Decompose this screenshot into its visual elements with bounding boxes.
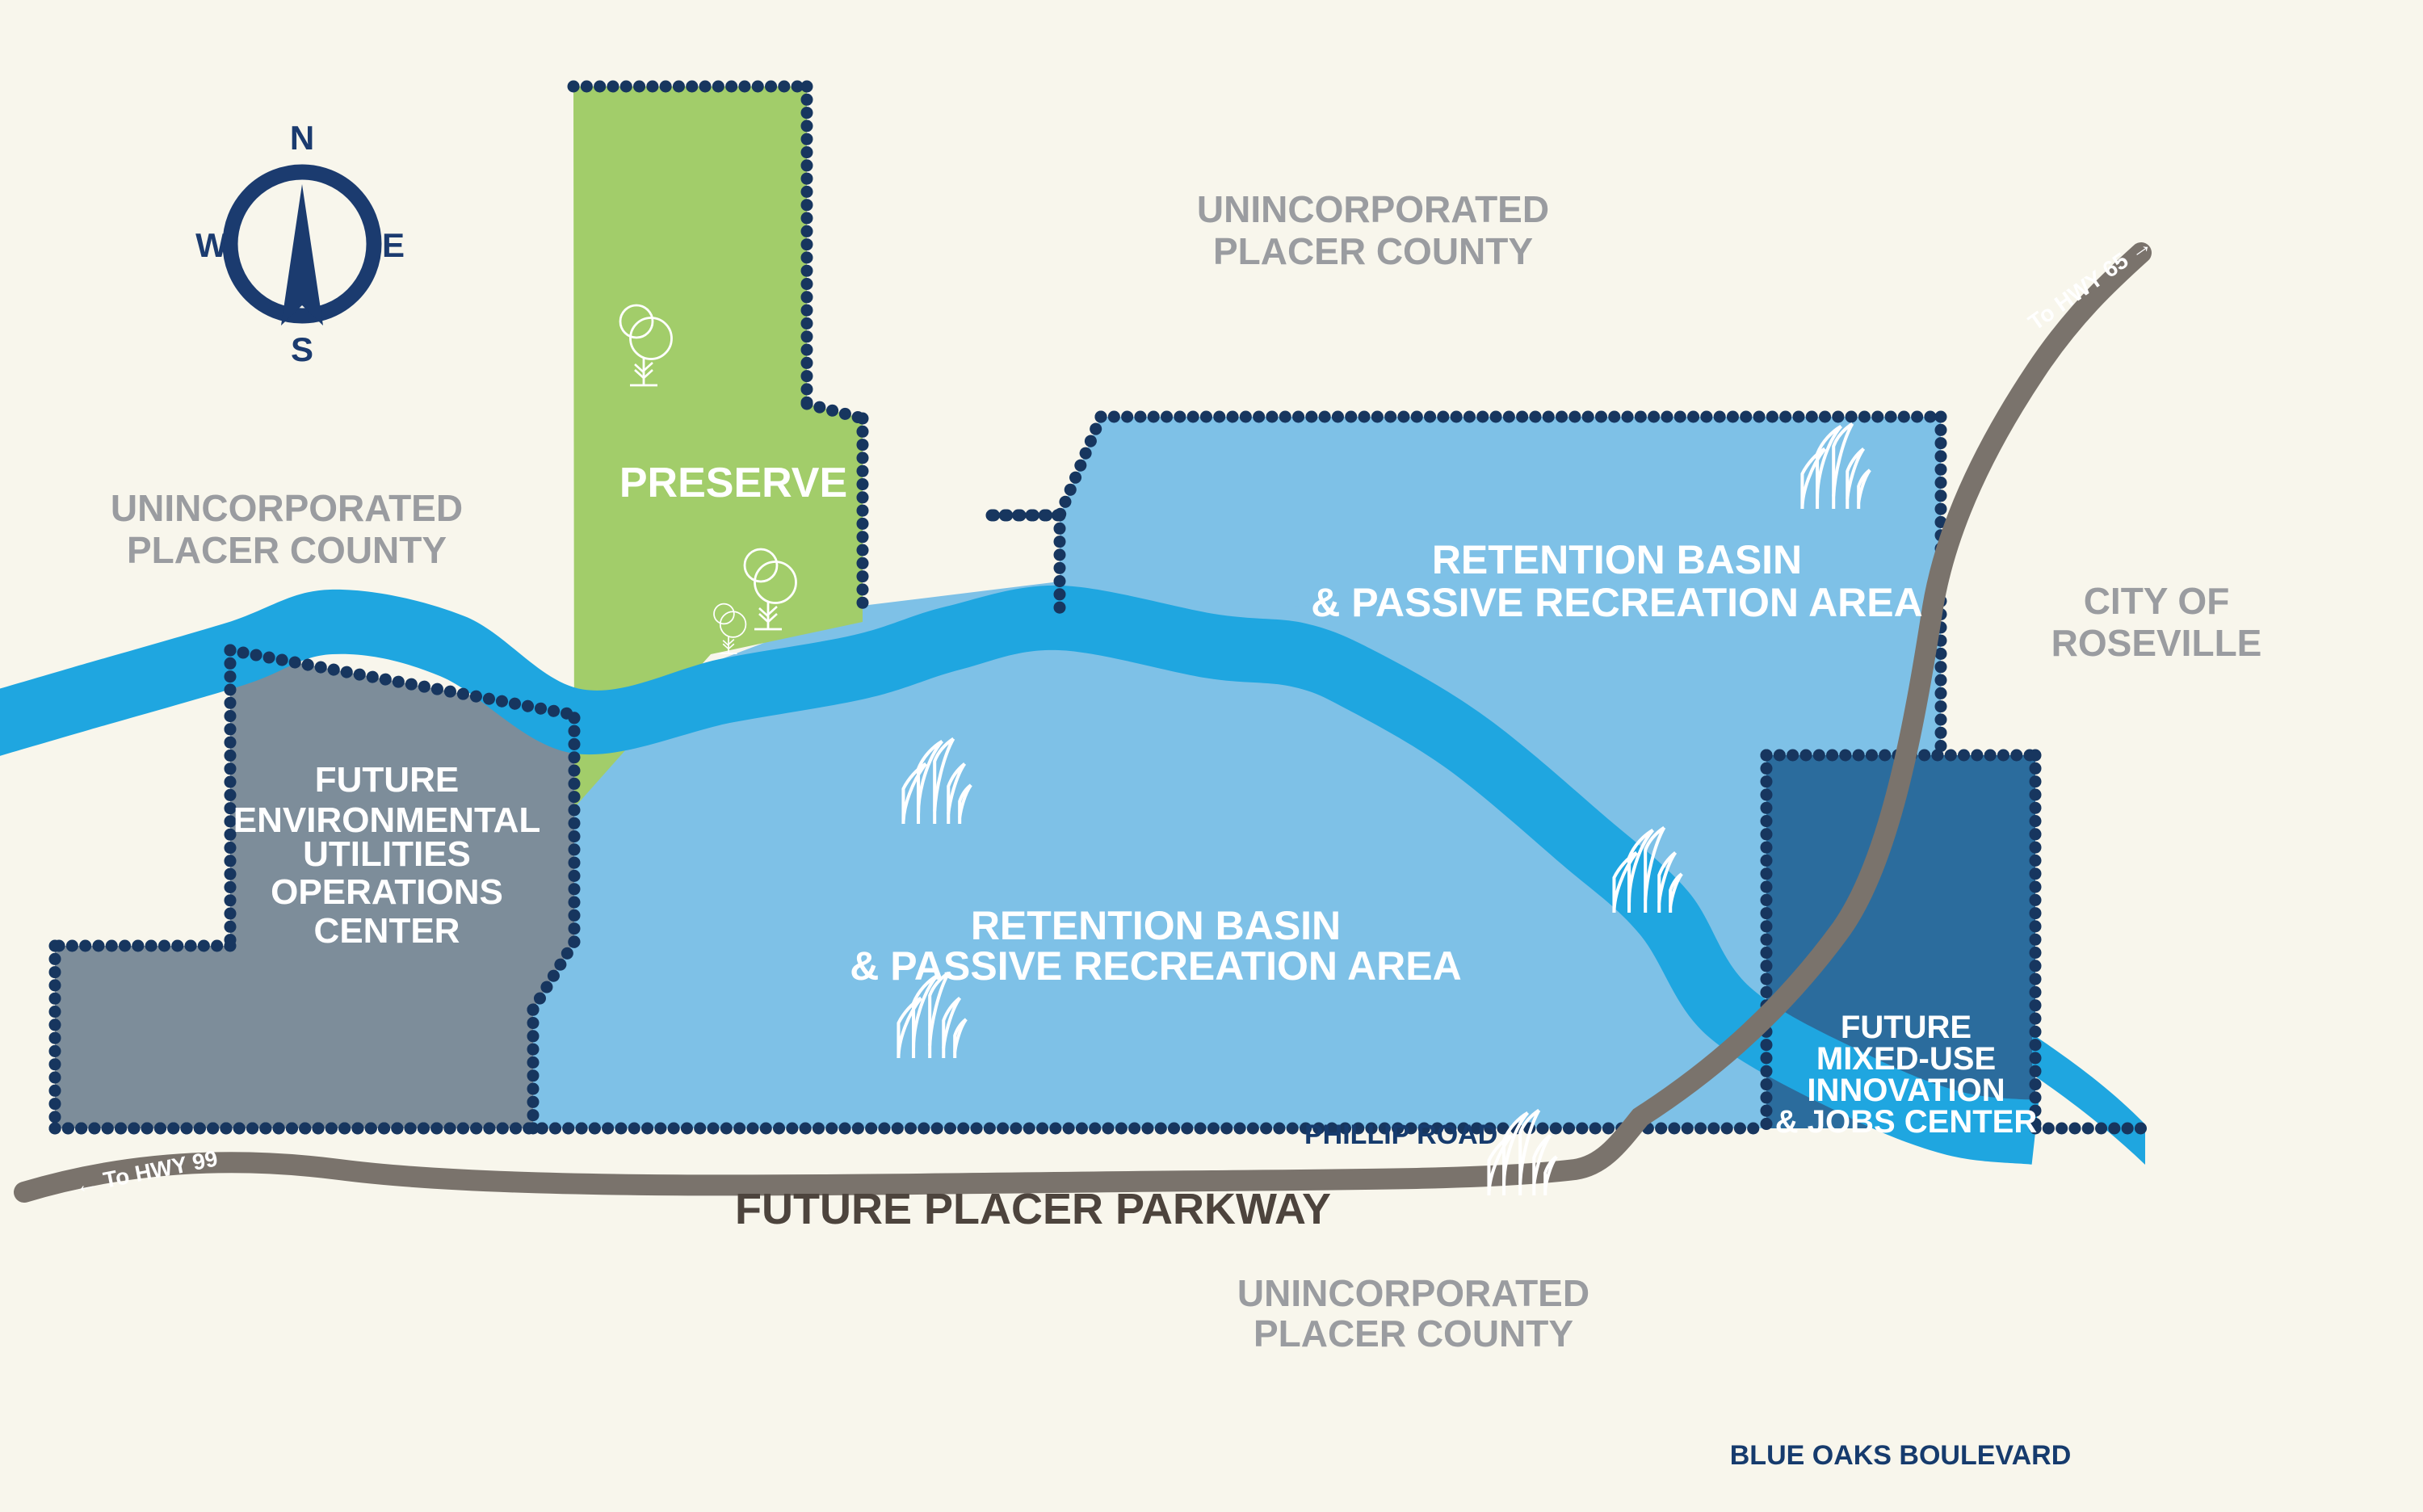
svg-text:ROSEVILLE: ROSEVILLE: [2051, 622, 2262, 664]
svg-text:MIXED-USE: MIXED-USE: [1816, 1041, 1996, 1077]
svg-text:PLACER COUNTY: PLACER COUNTY: [1213, 230, 1533, 272]
svg-text:UTILITIES: UTILITIES: [303, 834, 471, 874]
svg-text:UNINCORPORATED: UNINCORPORATED: [1197, 188, 1549, 230]
svg-text:FUTURE: FUTURE: [1841, 1010, 1972, 1045]
svg-text:FUTURE PLACER PARKWAY: FUTURE PLACER PARKWAY: [735, 1185, 1331, 1233]
svg-text:CENTER: CENTER: [314, 911, 460, 951]
svg-text:UNINCORPORATED: UNINCORPORATED: [111, 487, 463, 529]
svg-text:PLACER COUNTY: PLACER COUNTY: [1253, 1312, 1573, 1354]
svg-text:W: W: [195, 226, 228, 264]
svg-text:PRESERVE: PRESERVE: [619, 460, 847, 506]
svg-text:& PASSIVE RECREATION AREA: & PASSIVE RECREATION AREA: [850, 943, 1462, 989]
svg-text:S: S: [291, 330, 313, 368]
svg-text:FUTURE: FUTURE: [315, 760, 459, 800]
svg-text:PHILLIP ROAD: PHILLIP ROAD: [1304, 1119, 1497, 1150]
svg-text:RETENTION BASIN: RETENTION BASIN: [971, 903, 1341, 948]
svg-text:& JOBS CENTER: & JOBS CENTER: [1775, 1104, 2038, 1140]
svg-text:OPERATIONS: OPERATIONS: [271, 872, 503, 912]
svg-text:CITY OF: CITY OF: [2084, 580, 2230, 622]
svg-text:& PASSIVE RECREATION AREA: & PASSIVE RECREATION AREA: [1311, 580, 1923, 625]
svg-text:PLACER COUNTY: PLACER COUNTY: [127, 529, 447, 571]
svg-text:INNOVATION: INNOVATION: [1807, 1073, 2005, 1108]
svg-text:RETENTION BASIN: RETENTION BASIN: [1432, 537, 1802, 582]
svg-text:E: E: [382, 226, 405, 264]
svg-text:BLUE OAKS BOULEVARD: BLUE OAKS BOULEVARD: [1730, 1440, 2072, 1471]
svg-text:UNINCORPORATED: UNINCORPORATED: [1237, 1272, 1589, 1314]
svg-text:N: N: [290, 119, 314, 157]
